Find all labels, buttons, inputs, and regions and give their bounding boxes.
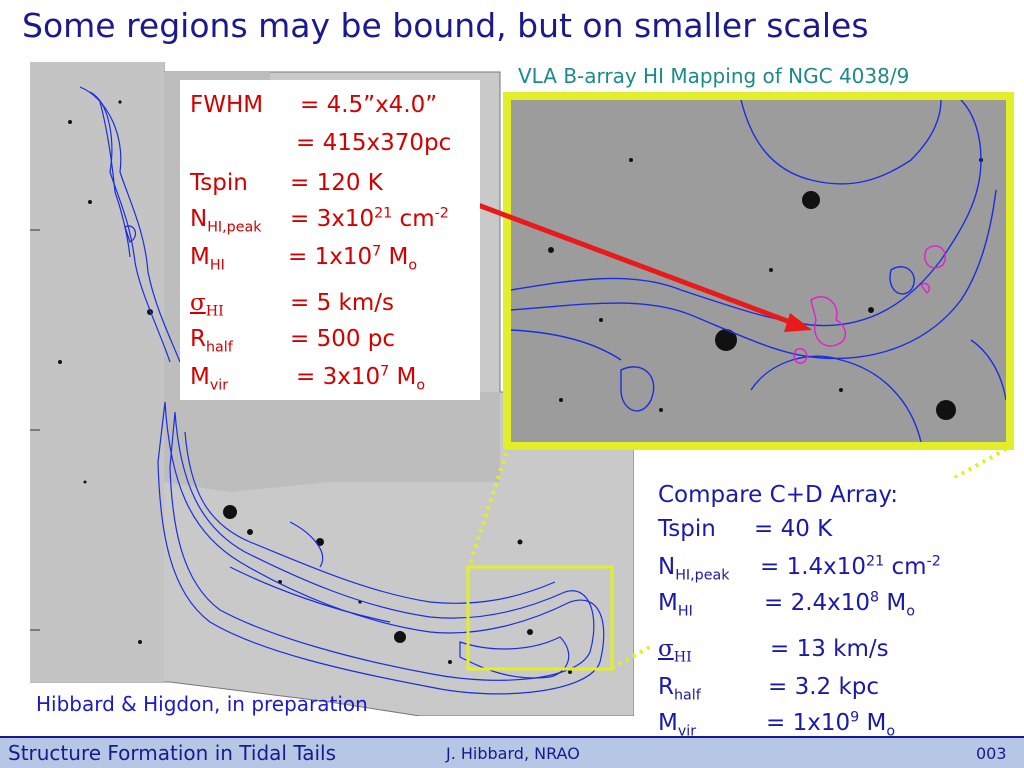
- cd-mhi-value: = 2.4x108 Mo: [764, 589, 915, 620]
- cd-rhalf-label: Rhalf: [658, 674, 701, 704]
- fwhm-label: FWHM: [190, 92, 264, 118]
- rhalf-value: = 500 pc: [290, 326, 396, 352]
- fwhm-value: = 4.5”x4.0”: [300, 92, 438, 118]
- fwhm-value-2: = 415x370pc: [296, 130, 452, 156]
- footer-title: Structure Formation in Tidal Tails: [8, 741, 337, 765]
- cd-tspin-label: Tspin: [658, 516, 716, 542]
- arrow-head: [784, 313, 812, 332]
- vla-inset-image: [503, 92, 1014, 450]
- mhi-value: = 1x107 Mo: [288, 243, 418, 274]
- cd-mhi-label: MHI: [658, 590, 693, 620]
- footer-bar: Structure Formation in Tidal Tails J. Hi…: [0, 736, 1024, 768]
- mvir-value: = 3x107 Mo: [296, 363, 426, 394]
- cd-nhi-value: = 1.4x1021 cm-2: [760, 553, 941, 580]
- inset-magenta-contours: [793, 245, 946, 364]
- mhi-label: MHI: [190, 244, 225, 274]
- vla-caption: VLA B-array HI Mapping of NGC 4038/9: [518, 64, 910, 88]
- inset-contour-map: [510, 99, 1007, 443]
- sigma-value: = 5 km/s: [290, 290, 394, 316]
- image-credit: Hibbard & Higdon, in preparation: [36, 692, 368, 716]
- b-array-parameters: FWHM = 4.5”x4.0” = 415x370pc Tspin = 120…: [180, 80, 480, 400]
- mvir-label: Mvir: [190, 364, 229, 394]
- footer-date: 003: [976, 744, 1007, 763]
- rhalf-label: Rhalf: [190, 326, 233, 356]
- cd-sigma-label: σHI: [658, 636, 692, 666]
- slide-title: Some regions may be bound, but on smalle…: [22, 6, 869, 45]
- nhi-label: NHI,peak: [190, 206, 262, 236]
- cd-tspin-value: = 40 K: [754, 516, 833, 542]
- cd-array-parameters: Compare C+D Array: Tspin = 40 K NHI,peak…: [650, 478, 980, 748]
- zoom-region-box: [466, 565, 614, 671]
- cd-rhalf-value: = 3.2 kpc: [768, 674, 880, 700]
- field-stars: [58, 100, 572, 674]
- cd-mvir-value: = 1x109 Mo: [766, 709, 896, 740]
- tspin-value: = 120 K: [290, 170, 383, 196]
- sigma-label: σHI: [190, 290, 224, 320]
- nhi-value: = 3x1021 cm-2: [290, 205, 449, 232]
- inset-stars: [548, 158, 983, 420]
- cd-nhi-label: NHI,peak: [658, 554, 730, 584]
- tspin-label: Tspin: [190, 170, 248, 196]
- footer-author: J. Hibbard, NRAO: [446, 744, 580, 763]
- cd-sigma-value: = 13 km/s: [770, 636, 889, 662]
- hi-contours-lower: [157, 401, 605, 695]
- inset-hi-contours: [510, 99, 1007, 443]
- cd-mvir-label: Mvir: [658, 710, 697, 740]
- hi-contours-upper: [79, 86, 181, 363]
